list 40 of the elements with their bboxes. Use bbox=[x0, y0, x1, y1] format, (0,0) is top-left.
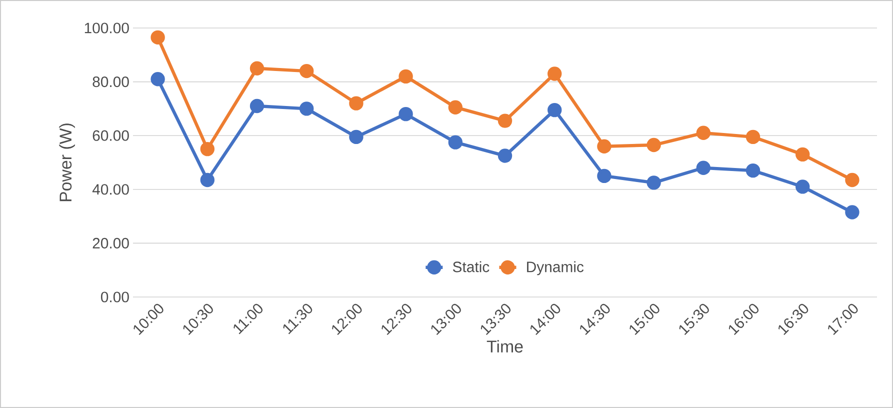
point bbox=[646, 176, 661, 190]
point bbox=[796, 180, 810, 194]
point bbox=[300, 64, 314, 78]
point bbox=[448, 135, 463, 150]
point bbox=[845, 205, 860, 220]
point bbox=[200, 142, 215, 156]
point bbox=[300, 102, 314, 116]
point bbox=[448, 100, 463, 114]
legend-label: Static bbox=[452, 261, 490, 272]
point bbox=[597, 168, 612, 184]
y-axis-title: Power (W) bbox=[59, 124, 75, 202]
point bbox=[498, 148, 512, 163]
x-axis-title: Time bbox=[486, 340, 523, 353]
point bbox=[349, 96, 364, 110]
y-tick-label: 40.00 bbox=[92, 184, 129, 195]
point bbox=[746, 130, 760, 144]
point bbox=[845, 172, 860, 188]
point bbox=[696, 160, 711, 175]
point bbox=[597, 139, 612, 154]
point bbox=[150, 72, 165, 86]
legend-label: Dynamic bbox=[527, 261, 584, 276]
point bbox=[150, 30, 165, 45]
y-tick-label: 20.00 bbox=[92, 238, 129, 248]
point bbox=[398, 106, 413, 122]
point bbox=[796, 147, 810, 162]
y-tick-label: 100.00 bbox=[84, 22, 129, 34]
point bbox=[250, 61, 264, 76]
point bbox=[696, 126, 711, 140]
point bbox=[498, 114, 512, 128]
point bbox=[349, 130, 364, 144]
point bbox=[250, 98, 264, 114]
point bbox=[646, 138, 661, 152]
point bbox=[398, 69, 413, 84]
point bbox=[200, 172, 215, 188]
point bbox=[548, 102, 562, 118]
y-tick-label: 0.00 bbox=[100, 292, 129, 302]
y-tick-label: 60.00 bbox=[92, 130, 129, 141]
y-tick-label: 80.00 bbox=[92, 76, 129, 88]
point bbox=[746, 163, 760, 178]
point bbox=[548, 66, 562, 81]
